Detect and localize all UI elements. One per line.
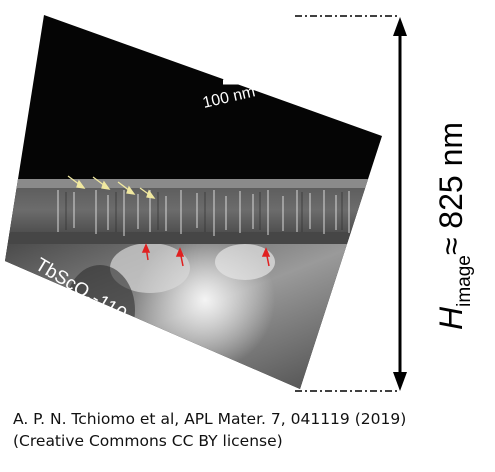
double-headed-arrow-icon [393, 17, 407, 391]
yellow-arrow-icon [67, 175, 156, 199]
tem-micrograph [5, 15, 382, 389]
height-subscript: image [454, 255, 475, 307]
red-arrow-icon [141, 243, 271, 267]
caption-citation: A. P. N. Tchiomo et al, APL Mater. 7, 04… [13, 410, 407, 428]
height-symbol: H [433, 306, 469, 330]
caption-license: (Creative Commons CC BY license) [13, 432, 283, 450]
height-annotation: Himage≈ 825 nm [433, 122, 475, 330]
dimension-guides [295, 15, 400, 392]
height-relation: ≈ 825 nm [433, 122, 469, 255]
